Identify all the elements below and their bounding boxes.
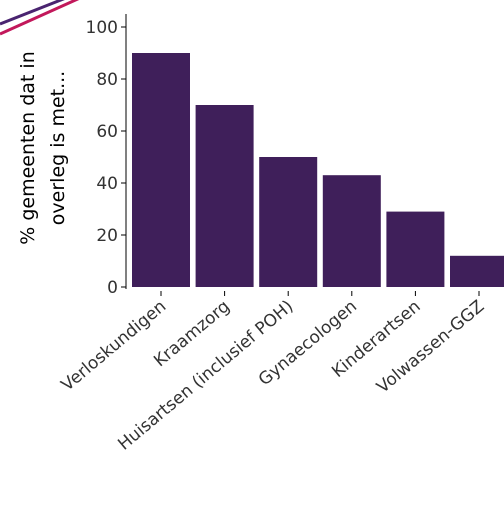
bar-kinderartsen bbox=[386, 211, 445, 287]
bar-verloskundigen bbox=[132, 53, 190, 287]
y-axis-title-line-1: % gemeenten dat in bbox=[17, 51, 39, 245]
bar-huisartsen-inclusief-poh bbox=[259, 157, 318, 287]
x-category-label: Volwassen-GGZ bbox=[373, 297, 488, 398]
y-axis-ticks: 0 20 40 60 80 100 bbox=[86, 18, 126, 298]
x-axis-ticks bbox=[160, 291, 480, 296]
y-tick-label: 0 bbox=[107, 278, 118, 298]
y-axis-title: % gemeenten dat in overleg is met... bbox=[17, 51, 69, 245]
bar-gynaecologen bbox=[322, 175, 381, 287]
bar-volwassen-ggz bbox=[450, 255, 504, 287]
y-tick-label: 20 bbox=[96, 226, 118, 246]
bars bbox=[132, 53, 504, 287]
x-category-label: Verloskundigen bbox=[58, 297, 171, 396]
y-axis-title-line-2: overleg is met... bbox=[47, 71, 69, 225]
y-tick-label: 60 bbox=[96, 122, 118, 142]
bar-kraamzorg bbox=[195, 105, 254, 287]
y-tick-label: 40 bbox=[96, 174, 118, 194]
corner-decoration bbox=[0, 0, 80, 36]
y-tick-label: 80 bbox=[96, 70, 118, 90]
y-tick-label: 100 bbox=[86, 18, 118, 38]
